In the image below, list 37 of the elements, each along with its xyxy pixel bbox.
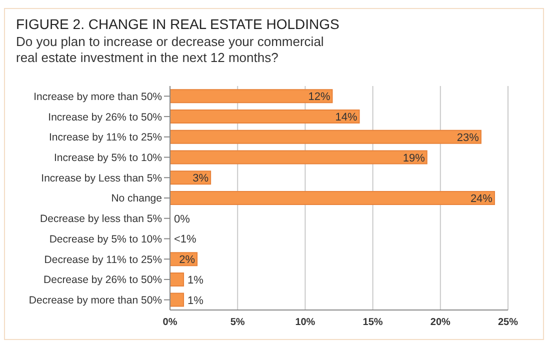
text: <1% [174, 234, 196, 246]
y-tick-label: Increase by Less than 5% [41, 172, 162, 184]
x-tick-label: 25% [498, 317, 518, 328]
y-tick-label: Decrease by more than 50% [28, 294, 162, 307]
chart-subtitle: Do you plan to increase or decrease your commercial real estate investment in the next 12 months? [16, 34, 325, 66]
x-tick-label: 20% [430, 317, 451, 328]
x-tick-label: 0% [162, 317, 178, 328]
data-label: 1% [188, 274, 204, 286]
bar [170, 292, 184, 307]
data-label: 1% [188, 294, 204, 307]
y-tick-label: Decrease by 11% to 25% [44, 254, 162, 266]
y-tick-label: No change [111, 192, 162, 205]
bar [170, 110, 360, 124]
y-tick-label: Decrease by 5% to 10% [49, 233, 162, 246]
bar [170, 272, 184, 286]
data-label: 14% [335, 112, 358, 124]
data-label: 0% [174, 213, 190, 226]
chart-title: FIGURE 2. CHANGE IN REAL ESTATE HOLDINGS [16, 16, 340, 32]
x-tick-label: 5% [230, 317, 245, 328]
bar [170, 89, 333, 104]
bar [170, 130, 482, 144]
data-label: 12% [308, 91, 330, 104]
y-tick-label: Increase by more than 50% [34, 90, 162, 103]
data-label: 19% [402, 152, 426, 164]
y-tick-label: Decrease by less than 5% [40, 213, 162, 226]
y-tick-label: Increase by 11% to 25% [48, 132, 162, 144]
data-label: 24% [470, 193, 493, 205]
data-label: 2% [179, 254, 196, 266]
data-label: 3% [192, 172, 209, 185]
y-tick-label: Increase by 5% to 10% [54, 152, 162, 164]
data-label: 23% [456, 132, 480, 144]
x-tick-label: 10% [295, 317, 316, 328]
bar [170, 190, 495, 205]
bar [170, 150, 428, 164]
x-tick-label: 15% [362, 317, 383, 328]
y-tick-label: Decrease by 26% to 50% [44, 274, 162, 286]
y-tick-label: Increase by 26% to 50% [48, 111, 162, 124]
